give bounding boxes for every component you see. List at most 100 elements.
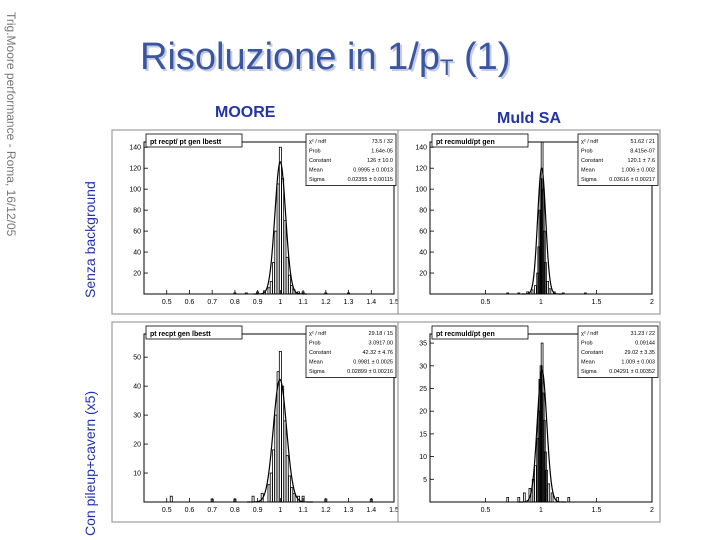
x-tick-label: 1 bbox=[278, 507, 282, 514]
y-tick-label: 35 bbox=[419, 341, 427, 348]
histogram-bin bbox=[288, 274, 291, 295]
x-tick-label: 1.3 bbox=[344, 507, 354, 514]
y-tick-label: 80 bbox=[419, 208, 427, 215]
histogram-title: pt recmuld/pt gen bbox=[436, 139, 495, 146]
stats-label: χ² / ndf bbox=[309, 139, 326, 145]
gaussian-fit-curve bbox=[246, 378, 313, 503]
y-tick-label: 15 bbox=[419, 431, 427, 438]
x-tick-label: 1.4 bbox=[366, 507, 376, 514]
y-tick-label: 120 bbox=[415, 166, 427, 173]
stats-label: χ² / ndf bbox=[581, 139, 598, 145]
y-tick-label: 40 bbox=[133, 384, 141, 391]
stats-value: 126 ± 10.0 bbox=[367, 158, 393, 164]
stats-box bbox=[305, 133, 397, 186]
x-tick-label: 2 bbox=[650, 299, 654, 306]
x-tick-label: 1.5 bbox=[592, 299, 602, 306]
gaussian-fit-curve bbox=[518, 369, 566, 503]
stats-label: Sigma bbox=[309, 177, 326, 183]
stats-value: 0.02899 ± 0.00216 bbox=[347, 369, 393, 375]
stats-label: Sigma bbox=[581, 177, 598, 183]
y-tick-label: 80 bbox=[133, 208, 141, 215]
x-tick-label: 1 bbox=[539, 299, 543, 306]
x-tick-label: 0.8 bbox=[230, 299, 240, 306]
x-tick-label: 0.5 bbox=[162, 507, 172, 514]
y-tick-label: 40 bbox=[133, 250, 141, 257]
title-main: Risoluzione in 1/p bbox=[140, 36, 440, 78]
histogram-title: pt recpt/ pt gen lbestt bbox=[150, 139, 222, 146]
stats-label: Constant bbox=[581, 350, 603, 356]
y-tick-label: 20 bbox=[419, 409, 427, 416]
x-tick-label: 1.1 bbox=[298, 299, 308, 306]
y-tick-label: 30 bbox=[419, 363, 427, 370]
y-tick-label: 25 bbox=[419, 386, 427, 393]
stats-value: 29.18 / 15 bbox=[369, 331, 393, 337]
x-tick-label: 1.2 bbox=[321, 299, 331, 306]
histogram-title: pt recmuld/pt gen bbox=[436, 331, 495, 338]
histogram-bin bbox=[244, 292, 248, 295]
histogram-bin bbox=[530, 289, 534, 295]
x-tick-label: 0.8 bbox=[230, 507, 240, 514]
x-tick-label: 1 bbox=[539, 507, 543, 514]
col-label-moore: MOORE bbox=[215, 104, 276, 121]
stats-box bbox=[577, 133, 659, 186]
x-tick-label: 1.4 bbox=[366, 299, 376, 306]
histogram-bin bbox=[547, 483, 551, 503]
title-tail: (1) bbox=[463, 36, 511, 78]
y-tick-label: 100 bbox=[129, 187, 141, 194]
y-tick-label: 20 bbox=[419, 271, 427, 278]
histogram-title-box bbox=[431, 133, 529, 148]
histogram-bin bbox=[506, 292, 510, 295]
histogram-bin bbox=[233, 292, 237, 295]
stats-value: 73.5 / 32 bbox=[372, 139, 393, 145]
y-tick-label: 120 bbox=[129, 166, 141, 173]
histogram-bin bbox=[550, 492, 554, 503]
x-tick-label: 1.5 bbox=[592, 507, 602, 514]
histogram-panel-2: pt recmuld/pt gen 0.5 1 1.5 2 20 40 60 80 100 120 1… bbox=[397, 129, 661, 315]
stats-value: 1.006 ± 0.002 bbox=[621, 168, 655, 174]
stats-label: Sigma bbox=[581, 369, 598, 375]
stats-label: Prob bbox=[309, 341, 321, 347]
x-tick-label: 0.7 bbox=[207, 507, 217, 514]
histogram-bin bbox=[517, 292, 521, 295]
title-subscript: T bbox=[439, 55, 454, 80]
y-tick-label: 40 bbox=[419, 250, 427, 257]
x-tick-label: 0.9 bbox=[253, 299, 263, 306]
histogram-bin bbox=[233, 498, 237, 503]
y-tick-label: 20 bbox=[133, 442, 141, 449]
x-tick-label: 0.5 bbox=[481, 299, 491, 306]
stats-value: 1.009 ± 0.003 bbox=[621, 360, 655, 366]
col-label-muld: Muld SA bbox=[497, 110, 561, 127]
histogram-bin bbox=[369, 498, 373, 503]
x-tick-label: 1.5 bbox=[389, 299, 399, 306]
histogram-bin bbox=[546, 281, 549, 295]
stats-label: χ² / ndf bbox=[309, 331, 326, 337]
stats-label: Mean bbox=[581, 360, 595, 366]
stats-value: 8.415e-07 bbox=[630, 149, 655, 155]
histogram-bin bbox=[292, 492, 296, 503]
histogram-bin bbox=[347, 292, 350, 295]
histogram-panel-1: pt recpt/ pt gen lbestt 0.5 0.6 0.7 0.8 0.9 1 1… bbox=[111, 129, 399, 315]
histogram-bin bbox=[567, 497, 571, 503]
y-tick-label: 20 bbox=[133, 271, 141, 278]
stats-value: 0.9995 ± 0.0013 bbox=[353, 168, 393, 174]
stats-label: Prob bbox=[309, 149, 321, 155]
histogram-bin bbox=[324, 292, 328, 295]
stats-label: Constant bbox=[309, 350, 331, 356]
y-tick-label: 10 bbox=[133, 471, 141, 478]
x-tick-label: 1.5 bbox=[389, 507, 399, 514]
x-tick-label: 0.5 bbox=[481, 507, 491, 514]
slide-title: Risoluzione in 1/pT (1) bbox=[140, 36, 510, 81]
y-tick-label: 50 bbox=[133, 355, 141, 362]
y-tick-label: 140 bbox=[415, 145, 427, 152]
stats-label: Mean bbox=[309, 360, 323, 366]
histogram-bin bbox=[169, 495, 173, 503]
histogram-bin bbox=[506, 497, 510, 503]
stats-value: 31.23 / 22 bbox=[631, 331, 655, 337]
y-tick-label: 60 bbox=[133, 229, 141, 236]
x-tick-label: 0.6 bbox=[185, 507, 195, 514]
x-tick-label: 1.1 bbox=[298, 507, 308, 514]
x-tick-label: 1.2 bbox=[321, 507, 331, 514]
histogram-bin bbox=[548, 288, 552, 295]
